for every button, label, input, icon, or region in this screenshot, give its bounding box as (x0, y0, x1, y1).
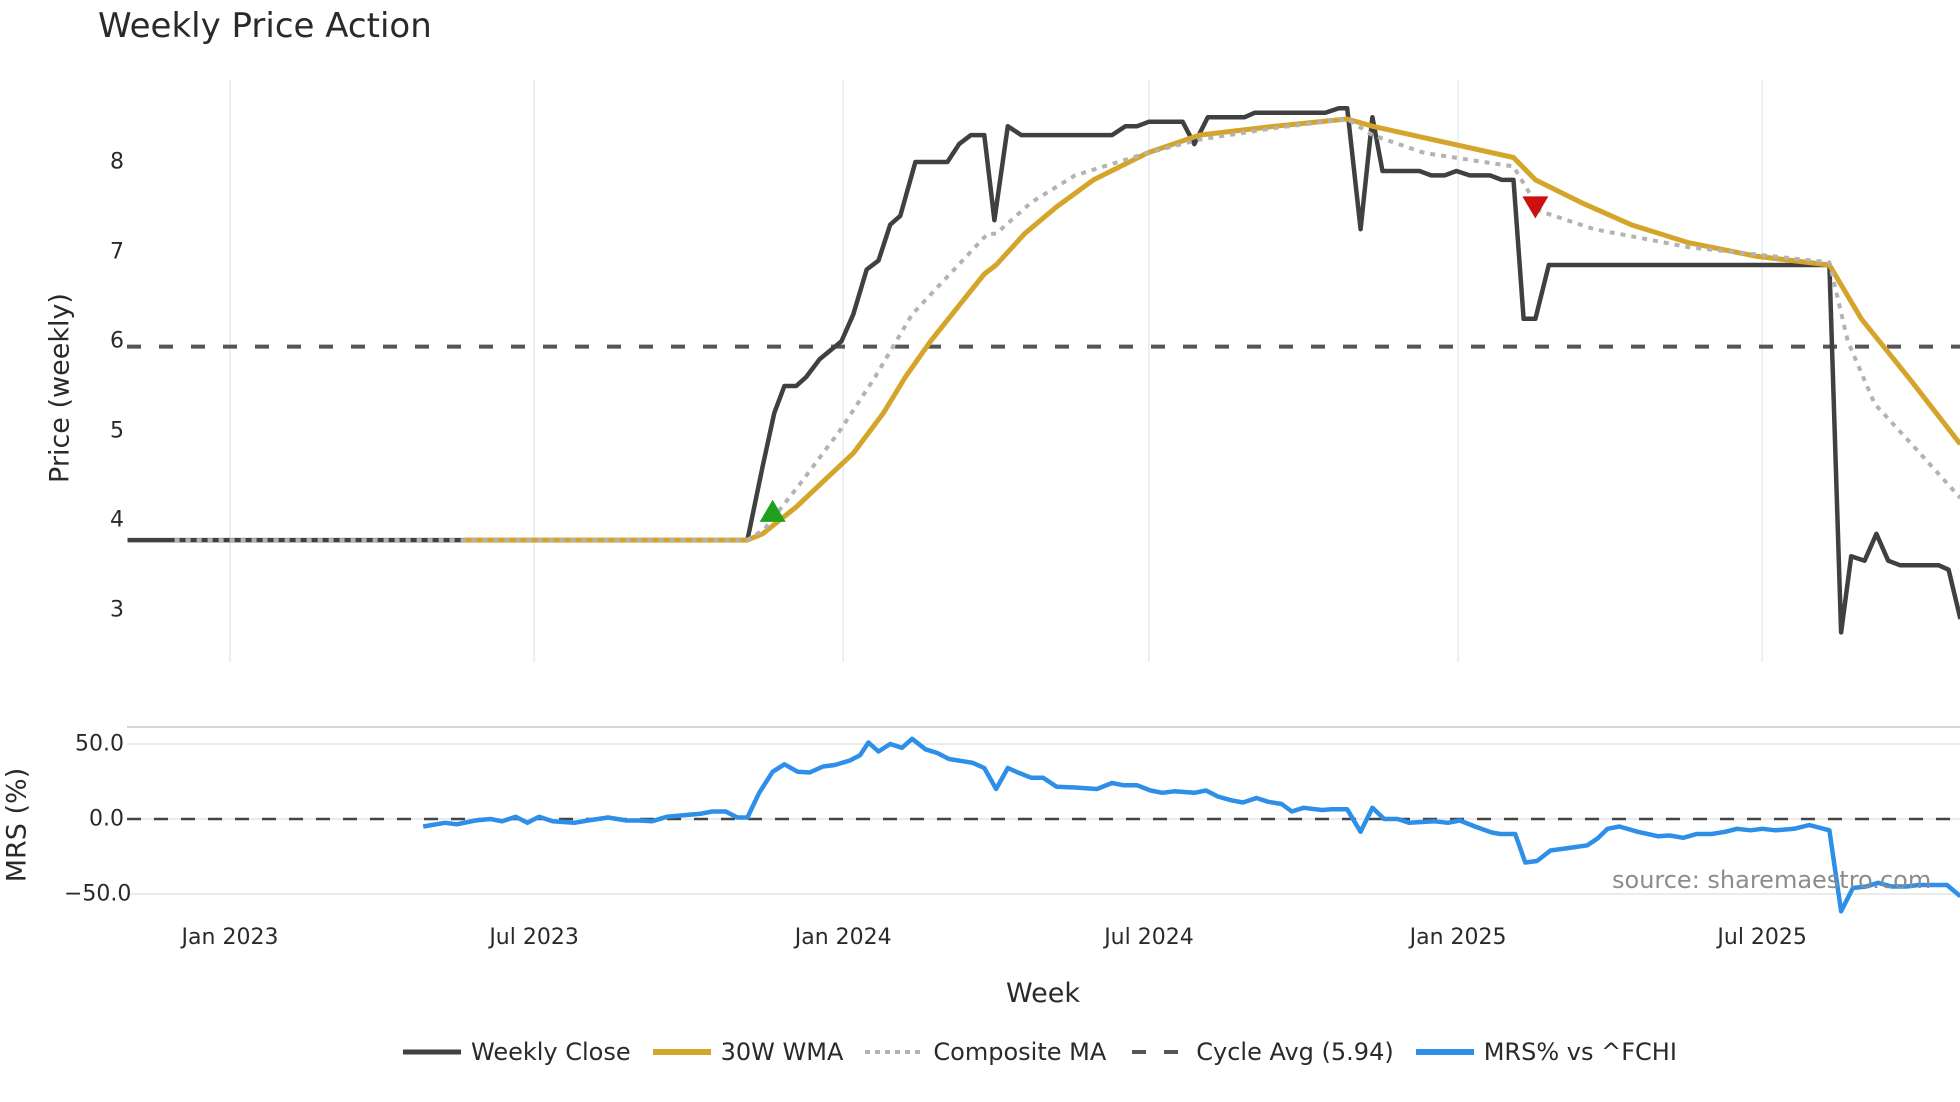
main-plot-gridlines (229, 80, 1763, 662)
legend-label: MRS% vs ^FCHI (1483, 1038, 1677, 1066)
price-series (127, 105, 1960, 635)
mrs-plot-gridlines (127, 726, 1960, 895)
date-tick-label: Jul 2025 (1717, 925, 1807, 950)
sell-triangle-icon (1522, 196, 1549, 219)
legend-item-cycle-avg[interactable]: Cycle Avg (5.94) (1128, 1038, 1394, 1066)
dashed-line-icon (1132, 1050, 1187, 1054)
price-tick-label: 8 (110, 149, 124, 175)
mrs-series (422, 736, 1960, 914)
legend-item-30w-wma[interactable]: 30W WMA (652, 1038, 844, 1066)
legend-label: Cycle Avg (5.94) (1196, 1038, 1394, 1066)
mrs-tick-label: 50.0 (75, 731, 124, 757)
weekly-close-line (127, 105, 1960, 635)
price-tick-label: 7 (110, 239, 124, 265)
date-tick-label: Jan 2025 (1409, 925, 1507, 950)
dotted-line-icon (865, 1050, 924, 1054)
legend-label: Composite MA (933, 1038, 1107, 1066)
price-tick-label: 4 (110, 507, 124, 533)
mrs-line (422, 736, 1960, 914)
price-tick-label: 5 (110, 418, 124, 444)
solid-line-icon (1415, 1049, 1474, 1055)
solid-line-icon (652, 1049, 711, 1055)
price-tick-label: 6 (110, 328, 124, 354)
wma-line (463, 116, 1960, 543)
signal-markers (759, 196, 1549, 522)
composite-line (174, 117, 1960, 543)
solid-line-icon (403, 1049, 461, 1055)
mrs-axis-label: MRS (%) (1, 767, 33, 883)
legend-item-mrs[interactable]: MRS% vs ^FCHI (1415, 1038, 1677, 1066)
price-tick-label: 3 (110, 597, 124, 623)
date-tick-label: Jan 2024 (794, 925, 892, 950)
buy-triangle-icon (759, 499, 786, 522)
chart-title: Weekly Price Action (98, 6, 432, 46)
legend-item-composite-ma[interactable]: Composite MA (865, 1038, 1106, 1066)
legend: Weekly Close 30W WMA Composite MA Cycle … (403, 1038, 1699, 1066)
legend-label: Weekly Close (471, 1038, 631, 1066)
legend-item-weekly-close[interactable]: Weekly Close (403, 1038, 631, 1066)
price-axis-label: Price (weekly) (44, 293, 76, 483)
mrs-tick-label: −50.0 (64, 881, 132, 907)
date-tick-label: Jan 2023 (181, 925, 279, 950)
source-watermark: source: sharemaestro.com (1612, 866, 1932, 894)
time-axis-label: Week (1006, 978, 1080, 1009)
date-tick-label: Jul 2023 (489, 925, 579, 950)
legend-label: 30W WMA (720, 1038, 844, 1066)
date-tick-label: Jul 2024 (1104, 925, 1194, 950)
mrs-tick-label: 0.0 (89, 806, 124, 832)
